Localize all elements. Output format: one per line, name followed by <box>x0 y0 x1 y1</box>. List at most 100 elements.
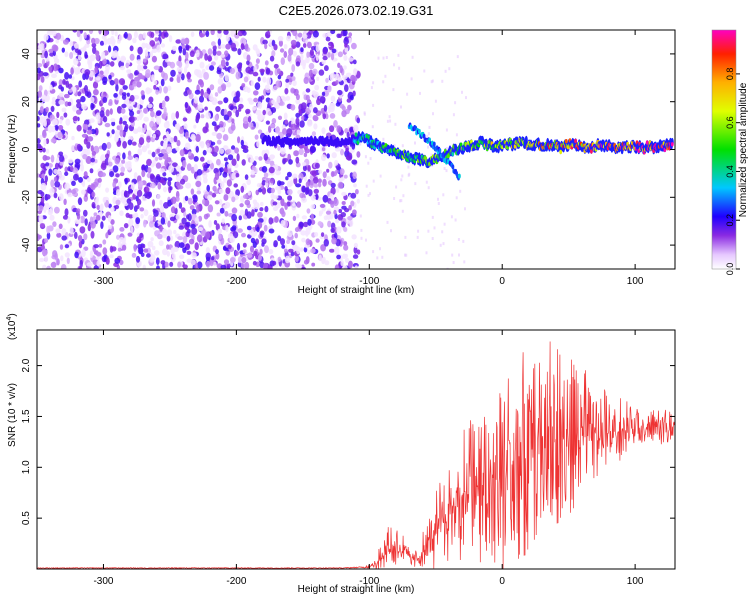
noise-cell <box>58 79 63 87</box>
noise-cell <box>164 95 170 102</box>
noise-cell <box>72 115 79 122</box>
noise-cell <box>326 153 330 159</box>
noise-cell <box>234 250 239 256</box>
noise-cell <box>105 257 110 265</box>
noise-cell <box>212 261 217 267</box>
noise-cell <box>259 207 264 212</box>
noise-cell <box>76 30 81 38</box>
noise-cell <box>214 200 220 205</box>
noise-cell <box>119 210 124 217</box>
noise-cell <box>328 41 334 47</box>
noise-cell <box>145 130 152 138</box>
noise-cell <box>257 114 264 120</box>
noise-cell <box>90 96 95 104</box>
noise-cell <box>325 36 331 42</box>
noise-cell <box>159 199 163 206</box>
noise-cell <box>166 229 173 237</box>
noise-cell <box>45 162 50 167</box>
x-tick-label: -300 <box>93 576 113 587</box>
noise-cell <box>262 39 268 45</box>
noise-cell <box>288 248 294 253</box>
noise-cell <box>58 84 63 90</box>
noise-cell <box>112 180 117 189</box>
noise-cell <box>128 135 133 141</box>
noise-cell <box>286 201 291 207</box>
noise-speckle <box>425 180 428 184</box>
noise-cell <box>321 127 326 135</box>
noise-cell <box>86 141 91 149</box>
y-tick-label: 1.5 <box>21 409 32 423</box>
noise-cell <box>81 103 87 110</box>
noise-cell <box>340 212 346 218</box>
noise-cell <box>218 127 225 132</box>
noise-cell <box>203 164 208 172</box>
noise-cell <box>123 31 128 39</box>
noise-cell <box>128 85 135 91</box>
noise-cell <box>207 204 214 213</box>
noise-cell <box>189 50 195 57</box>
noise-cell <box>269 154 276 159</box>
noise-cell <box>348 32 353 37</box>
noise-cell <box>210 141 216 146</box>
noise-cell <box>335 80 339 85</box>
noise-cell <box>143 65 148 70</box>
noise-cell <box>231 196 236 203</box>
noise-cell <box>337 181 344 189</box>
noise-cell <box>333 120 338 128</box>
noise-cell <box>186 250 192 255</box>
noise-cell <box>84 69 91 76</box>
noise-cell <box>290 39 297 46</box>
noise-cell <box>37 115 40 122</box>
noise-cell <box>334 73 340 81</box>
noise-cell <box>206 159 213 165</box>
noise-cell <box>105 187 110 193</box>
noise-speckle <box>445 147 448 150</box>
noise-speckle <box>407 173 410 177</box>
noise-cell <box>42 264 47 269</box>
noise-speckle <box>369 192 371 196</box>
noise-cell <box>266 187 273 194</box>
noise-cell <box>145 69 151 77</box>
noise-cell <box>270 107 277 113</box>
noise-cell <box>237 30 244 37</box>
noise-cell <box>282 128 288 135</box>
noise-cell <box>149 40 156 47</box>
noise-cell <box>313 123 318 130</box>
noise-cell <box>91 151 97 156</box>
noise-cell <box>341 110 347 118</box>
snr-y-multiplier: (x104) <box>6 313 18 340</box>
noise-cell <box>136 189 143 197</box>
noise-cell <box>97 119 101 124</box>
noise-cell <box>85 156 92 164</box>
noise-cell <box>62 215 69 220</box>
noise-cell <box>254 82 261 90</box>
noise-cell <box>141 164 146 171</box>
noise-cell <box>347 215 353 221</box>
noise-speckle <box>452 113 455 117</box>
noise-cell <box>242 148 249 154</box>
noise-cell <box>349 127 353 133</box>
noise-cell <box>285 78 290 83</box>
noise-speckle <box>360 228 363 232</box>
noise-cell <box>41 249 48 256</box>
noise-cell <box>237 261 242 268</box>
noise-cell <box>174 123 179 129</box>
noise-cell <box>204 106 208 111</box>
noise-cell <box>254 155 259 160</box>
signal-core-cell <box>574 138 577 144</box>
noise-cell <box>184 142 191 151</box>
noise-cell <box>339 65 343 74</box>
noise-cell <box>77 197 83 206</box>
noise-cell <box>162 152 169 160</box>
noise-cell <box>78 176 83 183</box>
noise-cell <box>120 108 126 114</box>
noise-speckle <box>393 197 396 200</box>
noise-speckle <box>365 184 368 188</box>
noise-cell <box>171 196 177 204</box>
noise-cell <box>330 52 335 61</box>
noise-cell <box>121 244 127 251</box>
noise-speckle <box>443 167 446 170</box>
noise-cell <box>163 202 169 209</box>
noise-cell <box>61 107 67 113</box>
